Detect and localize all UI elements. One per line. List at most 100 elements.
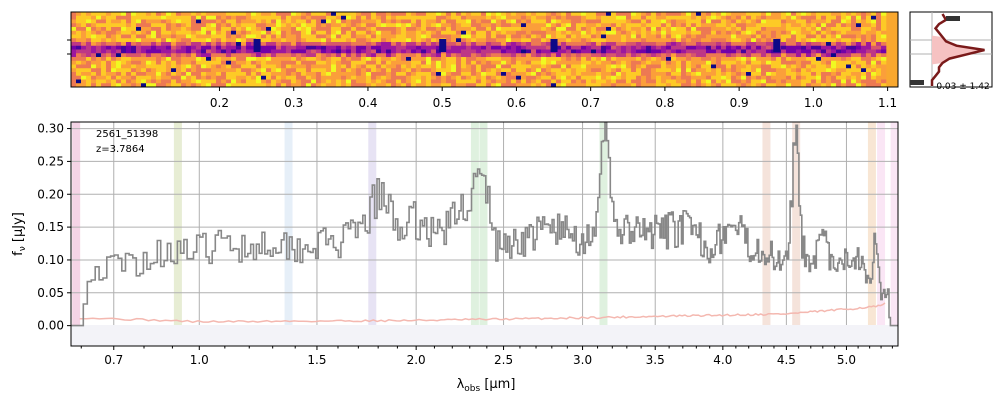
heatmap-cell <box>776 72 782 77</box>
heatmap-cell <box>116 79 122 84</box>
heatmap-cell <box>266 27 272 32</box>
spectrum-y-ticks: 0.000.050.100.150.200.250.30 <box>37 122 71 333</box>
heatmap-cell <box>181 64 187 69</box>
heatmap-cell <box>511 19 517 24</box>
heatmap-cell <box>846 42 852 47</box>
heatmap-cell <box>651 23 657 28</box>
heatmap-cell <box>351 83 357 88</box>
heatmap-cell <box>731 75 737 80</box>
heatmap-cell <box>881 30 887 35</box>
heatmap-cell <box>706 72 712 77</box>
heatmap-cell <box>286 38 292 43</box>
heatmap-cell <box>656 19 662 24</box>
heatmap-cell <box>126 53 132 58</box>
heatmap-cell <box>351 60 357 65</box>
heatmap-cell <box>106 15 112 20</box>
heatmap-cell <box>396 75 402 80</box>
heatmap-cell <box>591 45 597 50</box>
heatmap-cell <box>406 49 412 54</box>
heatmap-cell <box>551 83 557 88</box>
heatmap-cell <box>131 27 137 32</box>
heatmap-cell <box>181 60 187 65</box>
heatmap-cell <box>466 72 472 77</box>
heatmap-cell <box>636 64 642 69</box>
heatmap-cell <box>606 79 612 84</box>
heatmap-cell <box>321 60 327 65</box>
heatmap-cell <box>126 64 132 69</box>
heatmap-cell <box>466 60 472 65</box>
heatmap-cell <box>336 79 342 84</box>
heatmap-cell <box>516 12 522 17</box>
heatmap-cell <box>156 34 162 39</box>
heatmap-cell <box>831 23 837 28</box>
heatmap-cell <box>826 45 832 50</box>
heatmap-cell <box>421 75 427 80</box>
heatmap-cell <box>201 53 207 58</box>
heatmap-cell <box>631 12 637 17</box>
heatmap-cell <box>296 15 302 20</box>
heatmap-cell <box>456 75 462 80</box>
heatmap-cell <box>496 53 502 58</box>
heatmap-cell <box>856 72 862 77</box>
heatmap-cell <box>561 60 567 65</box>
heatmap-cell <box>211 23 217 28</box>
heatmap-cell <box>611 79 617 84</box>
heatmap-cell <box>816 30 822 35</box>
heatmap-cell <box>326 79 332 84</box>
heatmap-cell <box>726 79 732 84</box>
heatmap-cell <box>191 57 197 62</box>
heatmap-cell <box>191 42 197 47</box>
heatmap-cell <box>161 68 167 73</box>
heatmap-cell <box>181 15 187 20</box>
heatmap-cell <box>741 12 747 17</box>
heatmap-cell <box>526 15 532 20</box>
heatmap-cell <box>646 68 652 73</box>
heatmap-cell <box>811 12 817 17</box>
heatmap-cell <box>546 83 552 88</box>
heatmap-cell <box>591 75 597 80</box>
heatmap-cell <box>556 53 562 58</box>
heatmap-cell <box>336 15 342 20</box>
heatmap-cell <box>346 12 352 17</box>
heatmap-cell <box>616 72 622 77</box>
heatmap-cell <box>216 79 222 84</box>
heatmap-cell <box>536 49 542 54</box>
heatmap-cell <box>421 45 427 50</box>
heatmap-cell <box>246 42 252 47</box>
heatmap-cell <box>406 64 412 69</box>
heatmap-cell <box>706 57 712 62</box>
emission-band <box>470 122 479 346</box>
heatmap-cell <box>71 27 77 32</box>
heatmap-cell <box>621 68 627 73</box>
heatmap-cell <box>71 15 77 20</box>
heatmap-cell <box>686 30 692 35</box>
heatmap-cell <box>131 72 137 77</box>
heatmap-cell <box>631 27 637 32</box>
heatmap-cell <box>251 68 257 73</box>
heatmap-cell <box>641 38 647 43</box>
heatmap-cell <box>461 72 467 77</box>
heatmap-cell <box>651 72 657 77</box>
heatmap-cell <box>701 42 707 47</box>
heatmap-cell <box>591 68 597 73</box>
heatmap-cell <box>451 42 457 47</box>
heatmap-cell <box>631 49 637 54</box>
heatmap-cell <box>576 38 582 43</box>
heatmap-cell <box>556 34 562 39</box>
heatmap-cell <box>796 60 802 65</box>
heatmap-cell <box>731 19 737 24</box>
heatmap-cell <box>666 12 672 17</box>
heatmap-cell <box>276 79 282 84</box>
heatmap-cell <box>421 53 427 58</box>
heatmap-cell <box>666 42 672 47</box>
heatmap-cell <box>871 27 877 32</box>
heatmap-cell <box>556 60 562 65</box>
heatmap-cell <box>176 15 182 20</box>
emission-band <box>368 122 377 346</box>
heatmap-cell <box>766 23 772 28</box>
heatmap-cell <box>596 27 602 32</box>
heatmap-cell <box>791 83 797 88</box>
heatmap-cell <box>136 49 142 54</box>
heatmap-cell <box>146 75 152 80</box>
heatmap-cell <box>606 12 612 17</box>
